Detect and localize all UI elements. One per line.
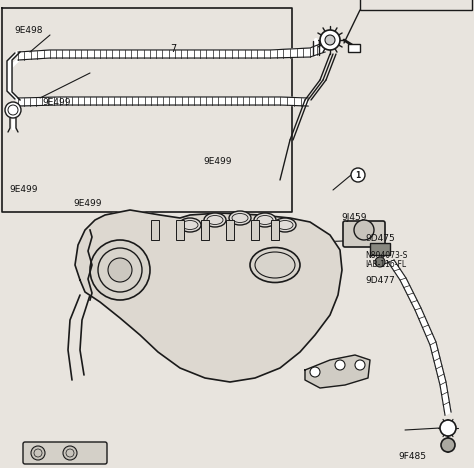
FancyBboxPatch shape bbox=[343, 221, 385, 247]
Text: 9D477: 9D477 bbox=[365, 276, 395, 285]
Text: 1: 1 bbox=[356, 170, 361, 180]
Bar bbox=[226, 220, 234, 240]
Ellipse shape bbox=[204, 213, 226, 227]
Bar bbox=[201, 220, 209, 240]
Circle shape bbox=[351, 168, 365, 182]
Polygon shape bbox=[7, 52, 20, 100]
Text: 9F485: 9F485 bbox=[398, 452, 426, 461]
Ellipse shape bbox=[254, 213, 276, 227]
Text: 9D475: 9D475 bbox=[365, 234, 395, 243]
Circle shape bbox=[325, 35, 335, 45]
Text: IAB-116-FL: IAB-116-FL bbox=[365, 260, 406, 269]
Bar bbox=[370, 243, 390, 255]
Text: 7: 7 bbox=[171, 44, 177, 54]
Bar bbox=[348, 44, 360, 52]
Circle shape bbox=[320, 30, 340, 50]
Polygon shape bbox=[18, 97, 308, 106]
Circle shape bbox=[441, 438, 455, 452]
Circle shape bbox=[354, 220, 374, 240]
Polygon shape bbox=[18, 42, 325, 60]
Text: 9E499: 9E499 bbox=[43, 98, 71, 108]
Text: 9E499: 9E499 bbox=[204, 157, 232, 166]
Polygon shape bbox=[75, 210, 342, 382]
Text: N804073-S: N804073-S bbox=[365, 250, 407, 260]
Bar bbox=[176, 220, 184, 240]
Bar bbox=[151, 220, 159, 240]
Circle shape bbox=[5, 102, 21, 118]
Polygon shape bbox=[388, 260, 451, 415]
Circle shape bbox=[108, 258, 132, 282]
Circle shape bbox=[440, 420, 456, 436]
Bar bbox=[271, 220, 279, 240]
Ellipse shape bbox=[229, 211, 251, 225]
Circle shape bbox=[355, 360, 365, 370]
Ellipse shape bbox=[274, 218, 296, 232]
Text: 9E499: 9E499 bbox=[9, 185, 38, 194]
Ellipse shape bbox=[250, 248, 300, 283]
Circle shape bbox=[63, 446, 77, 460]
Text: 9E498: 9E498 bbox=[14, 26, 43, 35]
Circle shape bbox=[310, 367, 320, 377]
Polygon shape bbox=[305, 355, 370, 388]
Text: 9J459: 9J459 bbox=[341, 213, 367, 222]
Circle shape bbox=[375, 257, 385, 267]
Circle shape bbox=[31, 446, 45, 460]
Bar bbox=[360, 0, 472, 10]
Circle shape bbox=[335, 360, 345, 370]
Circle shape bbox=[90, 240, 150, 300]
Bar bbox=[251, 220, 259, 240]
Text: 9E499: 9E499 bbox=[73, 199, 102, 208]
FancyBboxPatch shape bbox=[23, 442, 107, 464]
Ellipse shape bbox=[179, 218, 201, 232]
